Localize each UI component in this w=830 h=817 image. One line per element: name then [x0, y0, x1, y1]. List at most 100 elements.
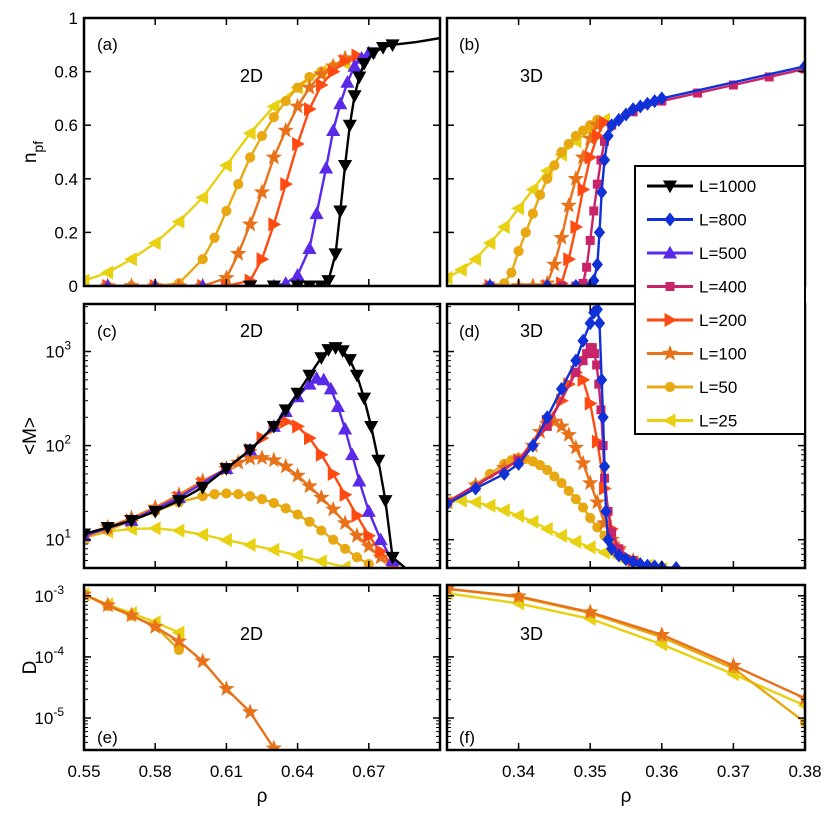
- data-point: [497, 219, 510, 235]
- data-point: [525, 182, 539, 197]
- data-point: [292, 136, 305, 152]
- data-point: [290, 548, 304, 563]
- y-tick-exponent: 2: [64, 433, 71, 447]
- data-point: [221, 488, 232, 499]
- data-point: [725, 656, 742, 673]
- y-tick-exponent: 1: [64, 527, 71, 541]
- data-point: [302, 369, 317, 383]
- data-point: [242, 126, 256, 141]
- legend-label: L=50: [699, 378, 737, 397]
- data-point: [340, 75, 355, 88]
- y-tick-label: 102: [45, 433, 71, 456]
- data-point: [592, 360, 602, 370]
- series-line: [392, 36, 440, 46]
- x-tick-label: 0.37: [717, 762, 750, 781]
- legend-marker: [661, 344, 679, 361]
- data-point: [241, 703, 259, 720]
- data-point: [656, 91, 668, 106]
- panel-d: (d) 3D: [445, 302, 807, 570]
- data-point: [209, 232, 220, 243]
- data-point: [511, 508, 525, 523]
- data-point: [582, 262, 592, 272]
- y-tick-label: 10-5: [34, 705, 64, 728]
- data-point: [147, 521, 161, 536]
- data-point: [277, 457, 294, 474]
- data-point: [268, 497, 279, 509]
- data-point: [304, 516, 315, 527]
- data-point: [338, 159, 353, 173]
- data-point: [253, 183, 271, 200]
- data-point: [292, 82, 303, 93]
- legend-label: L=25: [699, 412, 737, 431]
- legend-item: L=400: [647, 278, 747, 297]
- legend-label: L=100: [699, 345, 747, 364]
- data-point: [363, 528, 377, 543]
- data-point: [597, 410, 609, 425]
- data-point: [314, 352, 329, 365]
- series-group: [84, 36, 440, 286]
- data-point: [146, 618, 164, 634]
- data-point: [577, 333, 589, 348]
- y-tick-label: 103: [45, 339, 71, 362]
- data-point: [349, 369, 364, 383]
- data-point: [549, 160, 560, 171]
- data-point: [194, 652, 211, 669]
- data-point: [173, 644, 185, 656]
- data-point: [338, 421, 353, 435]
- data-point: [506, 267, 517, 278]
- series-line: [447, 587, 805, 700]
- y-tick-label: 0.8: [54, 63, 78, 82]
- data-point: [549, 471, 560, 482]
- dimension-label: 3D: [520, 624, 543, 644]
- series-line: [84, 593, 180, 651]
- data-point: [470, 481, 482, 496]
- data-point: [289, 97, 306, 114]
- data-point: [542, 173, 553, 184]
- panel-label: (a): [97, 35, 118, 54]
- data-point: [256, 130, 268, 142]
- data-point: [290, 268, 305, 281]
- data-point: [292, 419, 305, 434]
- data-point: [542, 464, 553, 476]
- data-point: [593, 316, 606, 331]
- y-tick-exponent: -4: [53, 644, 64, 658]
- data-point: [316, 372, 331, 386]
- axes-frame: [82, 302, 442, 570]
- data-point: [525, 514, 539, 529]
- data-point: [266, 99, 280, 114]
- data-point: [596, 185, 608, 200]
- legend-marker: [662, 180, 678, 194]
- data-point: [170, 277, 188, 286]
- data-point: [524, 277, 542, 286]
- data-point: [589, 206, 599, 216]
- data-point: [218, 680, 235, 696]
- legend-label: L=500: [699, 244, 747, 263]
- legend-item: L=25: [647, 412, 737, 431]
- data-point: [171, 495, 186, 508]
- data-point: [230, 245, 247, 261]
- data-point: [336, 514, 354, 531]
- data-point: [570, 130, 581, 142]
- data-point: [347, 59, 362, 72]
- legend-label: L=800: [699, 211, 747, 230]
- data-point: [375, 42, 391, 55]
- data-point: [124, 252, 137, 267]
- data-point: [584, 150, 598, 165]
- data-point: [195, 527, 209, 542]
- data-point: [171, 523, 185, 538]
- data-point: [556, 146, 567, 158]
- data-point: [280, 414, 293, 429]
- data-point: [268, 112, 279, 123]
- data-point: [513, 246, 524, 257]
- dimension-label: 2D: [240, 66, 263, 86]
- axes-frame: [82, 16, 442, 288]
- data-point: [302, 241, 317, 254]
- data-point: [100, 265, 114, 280]
- y-tick-exponent: -3: [53, 583, 64, 597]
- data-point: [454, 262, 467, 277]
- data-point: [567, 170, 585, 186]
- data-point: [195, 190, 209, 205]
- data-point: [563, 252, 576, 267]
- data-point: [591, 434, 605, 449]
